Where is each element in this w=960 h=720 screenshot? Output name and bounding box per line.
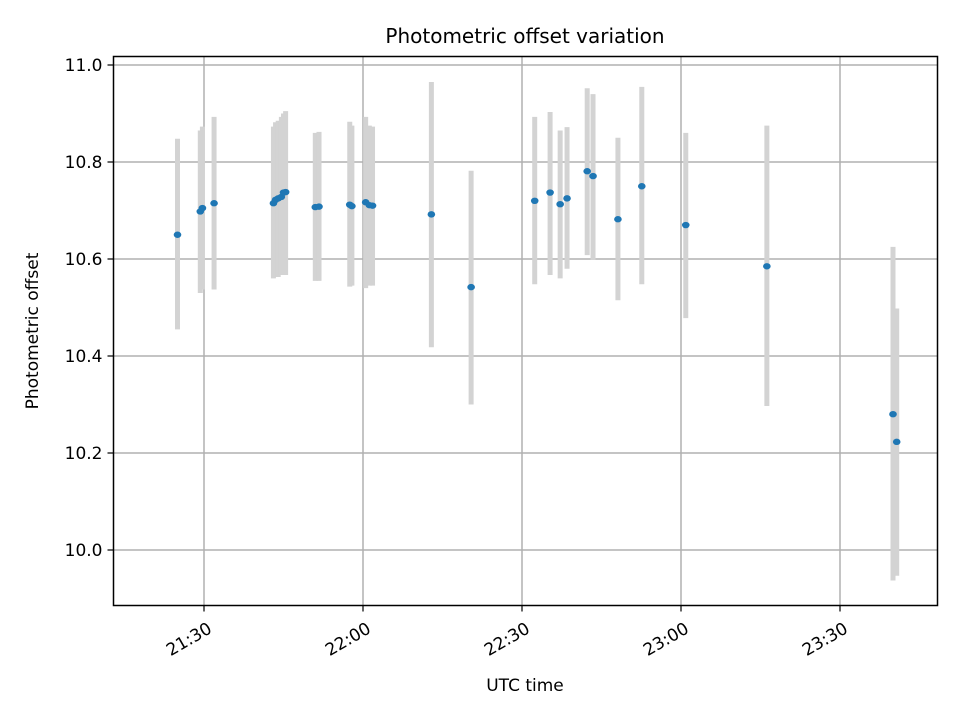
data-point	[348, 202, 356, 210]
data-point	[173, 231, 182, 238]
y-tick-label: 10.2	[65, 444, 103, 464]
data-point	[637, 183, 646, 190]
data-point	[556, 200, 564, 208]
data-point	[210, 200, 218, 207]
data-point	[892, 438, 901, 446]
x-axis-label: UTC time	[486, 676, 564, 696]
data-point	[281, 188, 290, 196]
chart-title: Photometric offset variation	[385, 24, 664, 48]
data-point	[589, 172, 597, 180]
y-tick-label: 10.8	[65, 153, 103, 173]
y-tick-label: 10.4	[65, 347, 103, 367]
data-point	[614, 216, 622, 223]
point-layer	[173, 168, 901, 446]
data-point	[546, 189, 554, 196]
data-point	[427, 211, 436, 218]
y-tick-label: 10.0	[65, 541, 103, 561]
data-point	[681, 221, 690, 229]
data-point	[563, 195, 571, 202]
data-point	[467, 283, 475, 291]
data-point	[368, 202, 377, 209]
y-axis-label: Photometric offset	[23, 252, 43, 409]
data-point	[889, 411, 897, 418]
data-point	[315, 203, 323, 210]
data-point	[530, 197, 539, 204]
data-point	[583, 168, 591, 175]
data-point	[198, 204, 207, 212]
plot-frame	[112, 55, 939, 607]
y-tick-label: 10.6	[65, 250, 103, 270]
data-point	[763, 263, 771, 270]
y-tick-label: 11.0	[65, 56, 103, 76]
grid-layer	[113, 56, 938, 606]
